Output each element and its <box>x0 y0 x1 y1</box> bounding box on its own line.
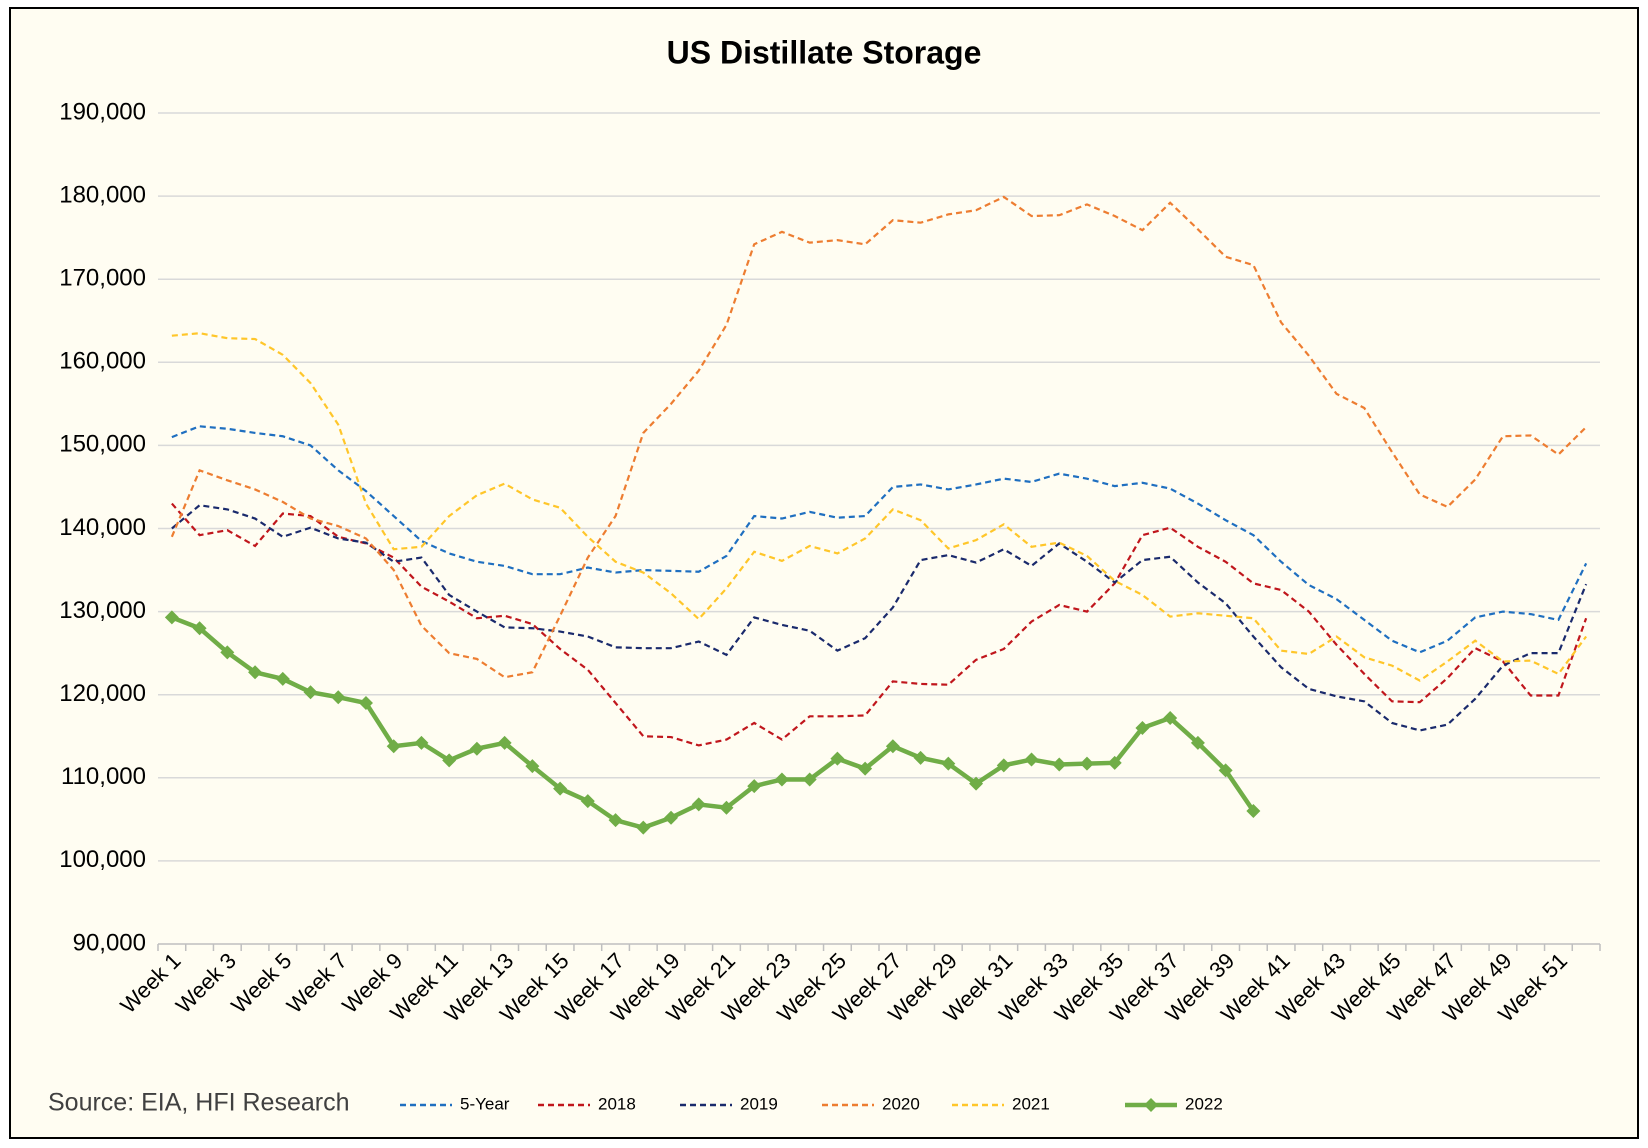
point-marker <box>969 776 984 791</box>
legend-label: 5-Year <box>460 1094 510 1113</box>
point-marker <box>331 690 346 705</box>
y-tick-label: 90,000 <box>73 929 146 956</box>
point-marker <box>248 665 263 680</box>
point-marker <box>1246 804 1261 819</box>
legend-label: 2020 <box>882 1094 920 1113</box>
point-marker <box>747 779 762 794</box>
y-tick-label: 190,000 <box>59 98 146 125</box>
y-tick-label: 100,000 <box>59 846 146 873</box>
point-marker <box>497 735 512 750</box>
point-marker <box>1163 710 1178 725</box>
point-marker <box>1107 755 1122 770</box>
point-marker <box>636 820 651 835</box>
point-marker <box>830 751 845 766</box>
chart-title: US Distillate Storage <box>667 34 982 70</box>
series-line <box>171 425 1588 654</box>
point-marker <box>1135 720 1150 735</box>
point-marker <box>525 759 540 774</box>
point-marker <box>275 671 290 686</box>
point-marker <box>358 696 373 711</box>
point-marker <box>719 800 734 815</box>
point-marker <box>303 685 318 700</box>
point-marker <box>553 781 568 796</box>
series-line <box>171 615 1256 831</box>
point-marker <box>164 610 179 625</box>
legend-label: 2019 <box>740 1094 778 1113</box>
y-tick-label: 160,000 <box>59 348 146 375</box>
point-marker <box>442 753 457 768</box>
legend-marker <box>1144 1098 1158 1112</box>
point-marker <box>580 794 595 809</box>
source-note: Source: EIA, HFI Research <box>48 1089 350 1117</box>
point-marker <box>608 813 623 828</box>
point-marker <box>996 758 1011 773</box>
legend-label: 2021 <box>1012 1094 1050 1113</box>
point-marker <box>386 739 401 754</box>
series-line <box>170 195 1587 679</box>
point-marker <box>664 810 679 825</box>
point-marker <box>192 621 207 636</box>
y-tick-label: 110,000 <box>61 763 146 790</box>
series-line <box>171 504 1588 732</box>
point-marker <box>1218 763 1233 778</box>
point-marker <box>469 741 484 756</box>
legend-label: 2022 <box>1185 1094 1223 1113</box>
y-tick-label: 120,000 <box>59 680 146 707</box>
series-line <box>171 502 1588 747</box>
point-marker <box>885 739 900 754</box>
point-marker <box>220 645 235 660</box>
point-marker <box>913 750 928 765</box>
y-tick-label: 150,000 <box>59 431 146 458</box>
point-marker <box>1190 735 1205 750</box>
point-marker <box>858 761 873 776</box>
point-marker <box>802 772 817 787</box>
point-marker <box>1024 752 1039 767</box>
point-marker <box>691 797 706 812</box>
point-marker <box>1052 757 1067 772</box>
y-tick-label: 180,000 <box>59 181 146 208</box>
series-line <box>171 332 1588 682</box>
legend-label: 2018 <box>598 1094 636 1113</box>
point-marker <box>941 756 956 771</box>
y-tick-label: 170,000 <box>59 265 146 292</box>
point-marker <box>1079 756 1094 771</box>
y-tick-label: 140,000 <box>59 514 146 541</box>
point-marker <box>774 772 789 787</box>
point-marker <box>414 735 429 750</box>
y-tick-label: 130,000 <box>59 597 146 624</box>
